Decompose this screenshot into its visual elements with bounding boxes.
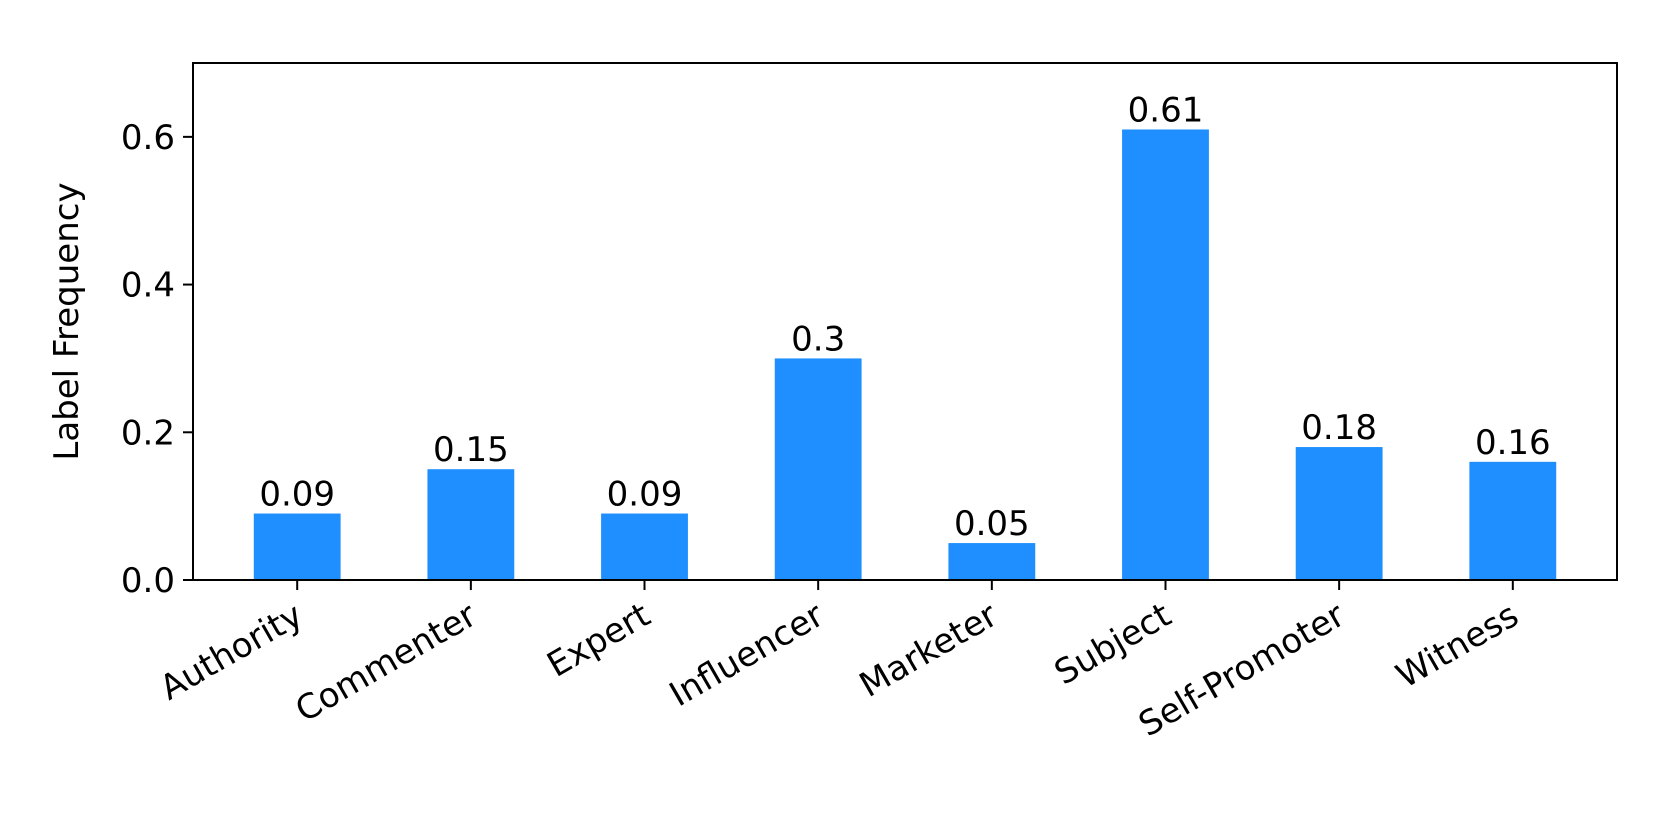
bar-self-promoter [1295,447,1383,580]
x-tick-label: Marketer [853,595,1004,706]
x-tick-label: Commenter [289,595,484,730]
bar-expert [601,513,688,580]
bar-commenter [427,469,515,580]
bar-value-label: 0.61 [1128,90,1204,130]
bar-influencer [774,358,862,580]
x-tick-label: Expert [541,595,657,685]
x-tick-label: Witness [1390,595,1526,696]
bar-value-label: 0.09 [259,475,335,515]
bar-marketer [948,543,1036,580]
bar-value-label: 0.3 [791,319,845,359]
bar-witness [1469,461,1557,580]
x-tick-label: Authority [153,595,309,708]
y-axis-label: Label Frequency [47,182,87,460]
x-tick-label: Subject [1048,595,1178,693]
y-tick-label: 0.0 [121,561,175,601]
bar-value-label: 0.09 [607,475,683,515]
bar-subject [1122,129,1209,580]
y-tick-label: 0.2 [121,413,175,453]
bar-value-label: 0.16 [1475,423,1551,463]
bar-value-label: 0.18 [1301,408,1377,448]
bar-value-labels: 0.09 0.15 0.09 0.3 0.05 0.61 0.18 0.16 [259,90,1550,544]
bar-value-label: 0.05 [954,504,1030,544]
y-tick-label: 0.4 [121,266,175,306]
bar-value-label: 0.15 [433,430,509,470]
bars-group [253,129,1557,580]
x-tick-label: Influencer [663,595,831,715]
y-tick-label: 0.6 [121,118,175,158]
plot-frame [192,62,1618,581]
bar-authority [253,513,341,580]
y-axis-ticks: 0.0 0.2 0.4 0.6 [121,118,193,601]
